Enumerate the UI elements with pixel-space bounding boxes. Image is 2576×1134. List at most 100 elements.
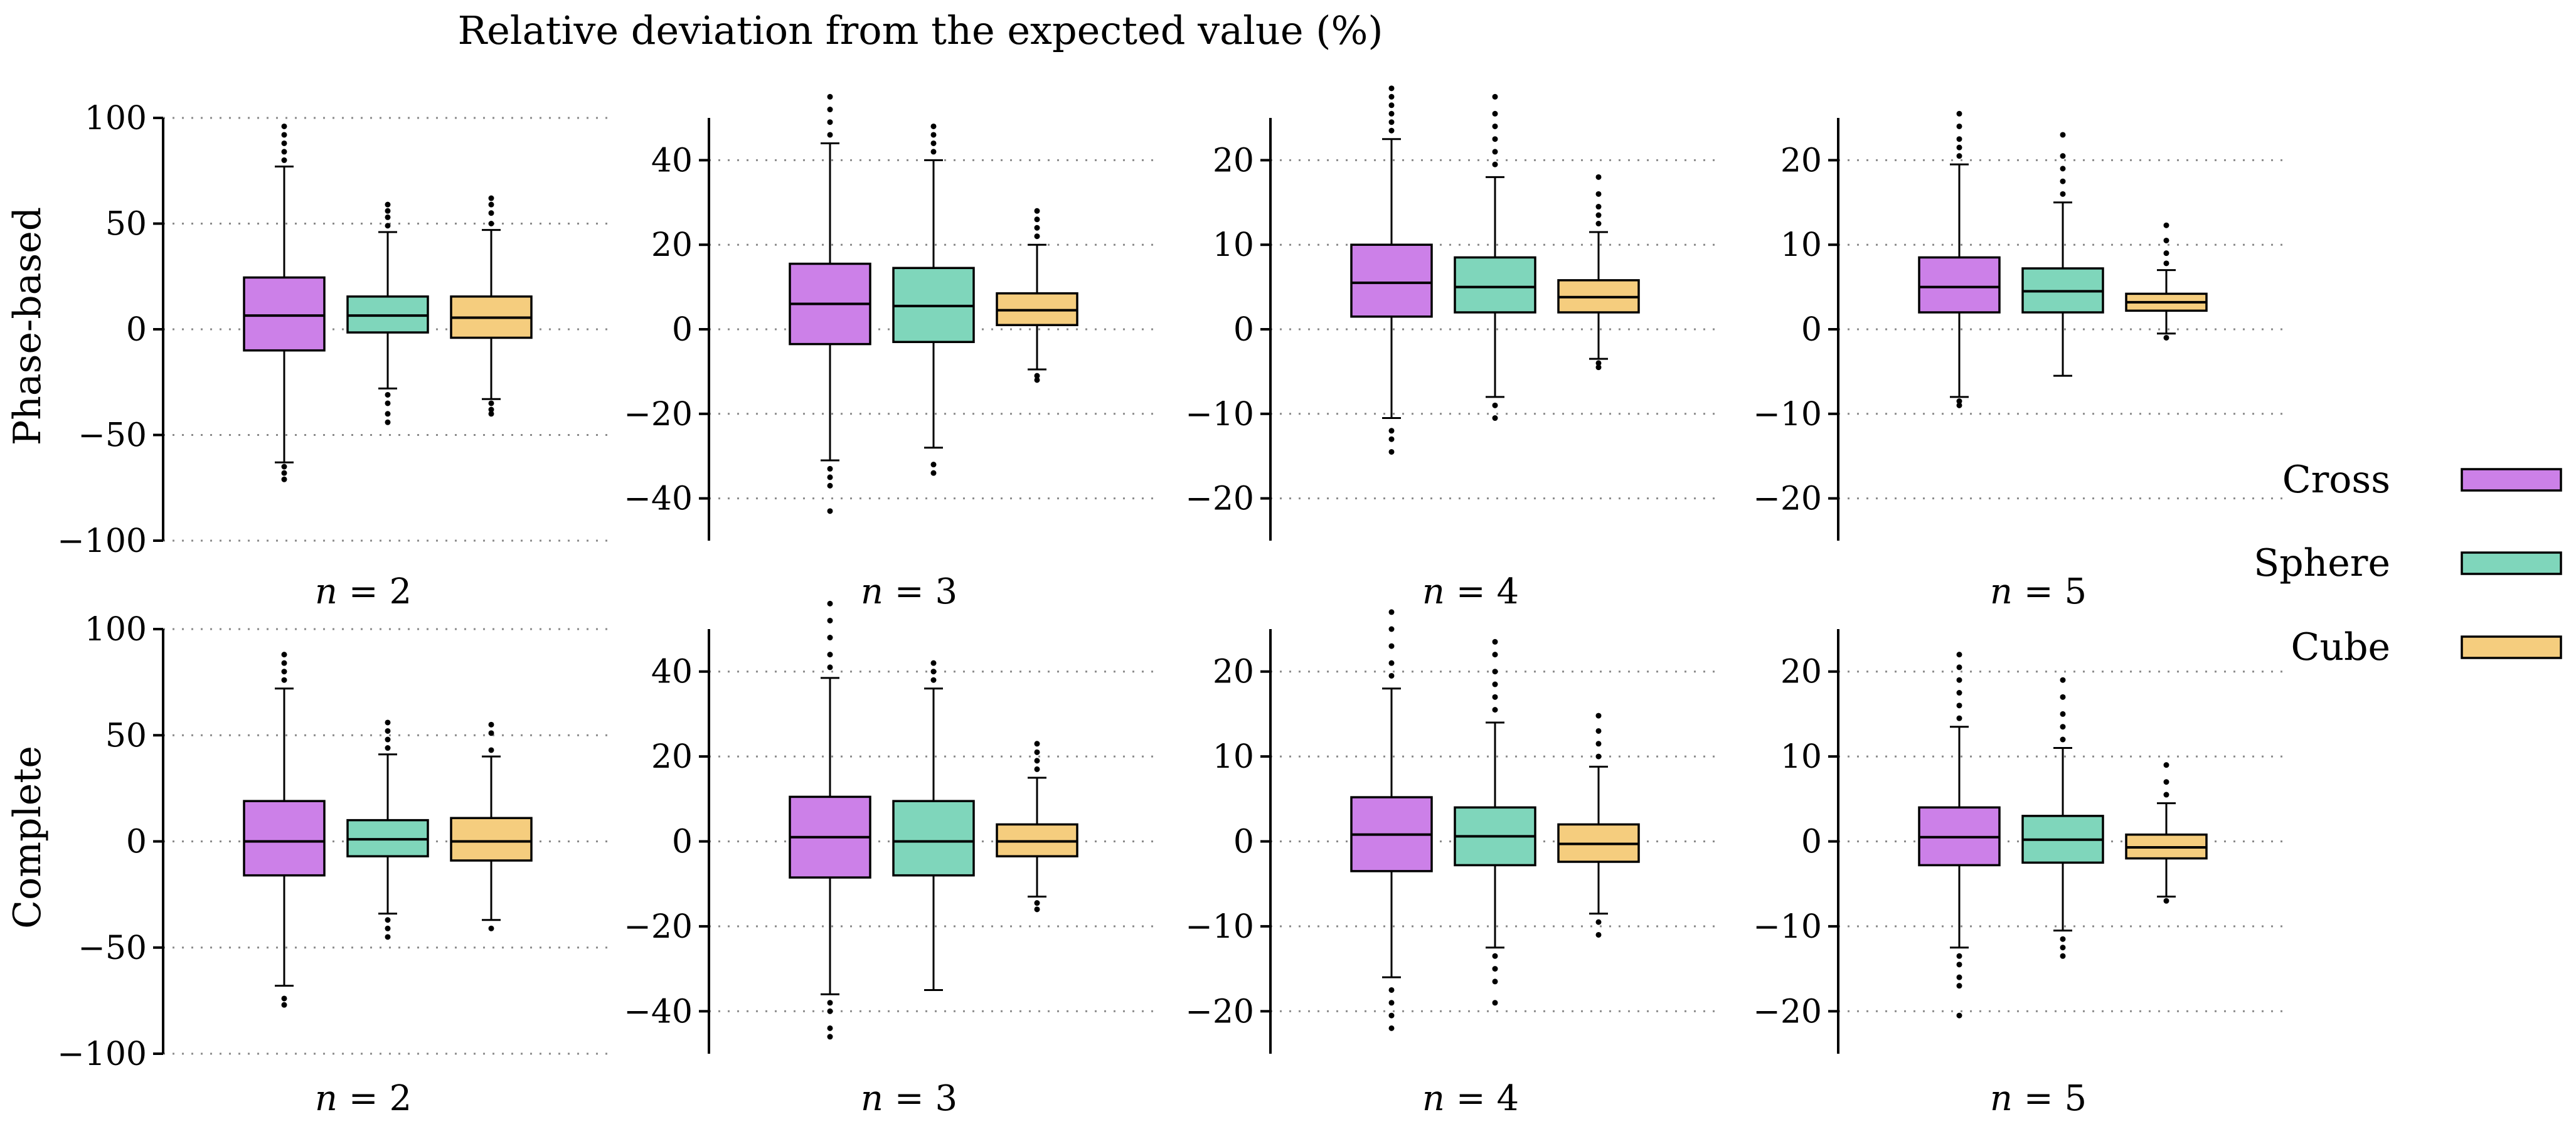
cross-outlier — [281, 149, 287, 155]
cross-box — [243, 800, 326, 877]
cube-outlier — [1034, 758, 1040, 764]
figure-title: Relative deviation from the expected val… — [457, 8, 1383, 53]
cross-outlier — [1956, 962, 1962, 968]
cross-outlier — [827, 600, 833, 607]
sphere-outlier — [2060, 677, 2066, 683]
panel-label: n = 5 — [1990, 1078, 2087, 1119]
y-tick-label: −100 — [57, 1036, 147, 1073]
cross-outlier — [827, 508, 833, 514]
cube-outlier — [1595, 741, 1602, 747]
sphere-outlier — [1492, 978, 1498, 985]
cube-outlier — [488, 400, 494, 406]
cross-box — [1350, 243, 1433, 318]
cube-outlier — [1034, 373, 1040, 379]
sphere-outlier — [930, 660, 937, 666]
cross-outlier — [1956, 144, 1962, 151]
sphere-outlier — [1492, 123, 1498, 129]
cross-outlier — [827, 93, 833, 100]
sphere-outlier — [930, 132, 937, 138]
y-tick-label: 50 — [105, 206, 147, 243]
sphere-outlier — [2060, 132, 2066, 138]
sphere-outlier — [385, 925, 391, 931]
sphere-outlier — [385, 411, 391, 417]
cross-outlier — [1956, 983, 1962, 989]
cross-outlier — [281, 1002, 287, 1008]
cube-outlier — [488, 925, 494, 931]
cross-outlier — [1388, 448, 1395, 455]
sphere-outlier — [385, 208, 391, 214]
panel-label: n = 2 — [315, 1078, 412, 1119]
y-tick-label: 20 — [1780, 654, 1822, 691]
cross-outlier — [1388, 660, 1395, 666]
y-tick-label: 10 — [1780, 738, 1822, 776]
sphere-box — [892, 800, 975, 877]
sphere-outlier — [385, 400, 391, 406]
cube-outlier — [1595, 212, 1602, 218]
sphere-outlier — [1492, 707, 1498, 713]
sphere-outlier — [385, 719, 391, 726]
panel-complete-0: −100 −50 0 50 100 n = 2 — [57, 611, 614, 1119]
panel-phase-based-2: −20 −10 0 10 20 n = 4 — [1185, 85, 1721, 612]
cross-box — [1918, 256, 2001, 314]
sphere-outlier — [1492, 652, 1498, 658]
y-tick-label: 0 — [1233, 824, 1254, 861]
cross-outlier — [1956, 702, 1962, 709]
cross-outlier — [1956, 153, 1962, 159]
cross-outlier — [1388, 609, 1395, 615]
cube-outlier — [2163, 779, 2169, 785]
cube-outlier — [1595, 931, 1602, 938]
cube-outlier — [2163, 792, 2169, 798]
cross-outlier — [1388, 93, 1395, 100]
sphere-outlier — [385, 214, 391, 220]
sphere-box — [1454, 256, 1536, 314]
sphere-outlier — [930, 149, 937, 155]
cube-outlier — [1034, 906, 1040, 913]
cube-outlier — [488, 730, 494, 736]
cross-outlier — [1956, 974, 1962, 980]
cross-outlier — [827, 1008, 833, 1014]
y-tick-label: 0 — [1233, 311, 1254, 349]
panel-phase-based-3: −20 −10 0 10 20 n = 5 — [1753, 110, 2289, 612]
cross-outlier — [1388, 436, 1395, 442]
legend: Cross Sphere Cube — [2254, 458, 2562, 669]
y-tick-label: −50 — [78, 417, 147, 455]
cube-box — [450, 817, 533, 862]
cross-outlier — [1956, 398, 1962, 405]
legend-label-cube: Cube — [2291, 625, 2390, 669]
y-tick-label: −20 — [1185, 993, 1254, 1031]
panel-label: n = 2 — [315, 571, 412, 612]
cross-outlier — [281, 157, 287, 163]
sphere-outlier — [1492, 149, 1498, 155]
sphere-outlier — [930, 669, 937, 675]
sphere-outlier — [930, 123, 937, 129]
sphere-outlier — [2060, 178, 2066, 184]
sphere-outlier — [1492, 402, 1498, 408]
cross-outlier — [1956, 953, 1962, 959]
cube-outlier — [1595, 204, 1602, 210]
cube-outlier — [488, 721, 494, 728]
cross-outlier — [1388, 127, 1395, 134]
cube-outlier — [1595, 191, 1602, 197]
cross-box — [243, 276, 326, 352]
panel-label: n = 4 — [1422, 1078, 1519, 1119]
cross-outlier — [1956, 690, 1962, 696]
sphere-outlier — [1492, 953, 1498, 959]
cross-outlier — [1388, 428, 1395, 434]
panel-label: n = 3 — [861, 571, 957, 612]
sphere-outlier — [385, 223, 391, 229]
sphere-outlier — [385, 201, 391, 208]
cross-outlier — [281, 652, 287, 658]
sphere-outlier — [385, 917, 391, 923]
cross-outlier — [281, 464, 287, 470]
cross-outlier — [281, 132, 287, 138]
cross-outlier — [1956, 677, 1962, 683]
cube-outlier — [1595, 919, 1602, 925]
cube-outlier — [1595, 713, 1602, 719]
cross-outlier — [1956, 136, 1962, 142]
cross-outlier — [1956, 110, 1962, 117]
cross-outlier — [827, 635, 833, 641]
sphere-outlier — [385, 745, 391, 751]
cube-outlier — [1034, 225, 1040, 231]
cross-outlier — [827, 652, 833, 658]
